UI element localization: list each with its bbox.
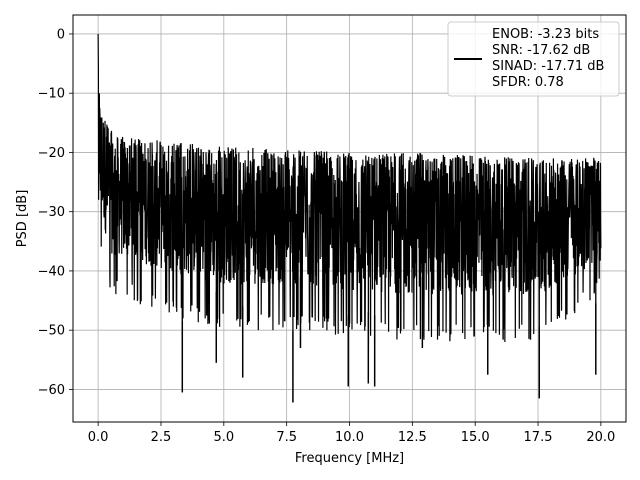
y-tick-label: −10 bbox=[38, 87, 65, 102]
x-tick-label: 7.5 bbox=[276, 430, 297, 445]
legend-line-sinad: SINAD: -17.71 dB bbox=[492, 59, 604, 74]
x-tick-label: 17.5 bbox=[524, 430, 553, 445]
y-tick-label: −40 bbox=[38, 264, 65, 279]
psd-trace bbox=[97, 33, 602, 403]
y-tick-label: 0 bbox=[57, 27, 65, 42]
y-tick-label: −30 bbox=[38, 205, 65, 220]
x-axis-label: Frequency [MHz] bbox=[295, 451, 404, 466]
y-ticks: 0 −10 −20 −30 −40 −50 −60 bbox=[38, 27, 73, 398]
y-axis-label: PSD [dB] bbox=[15, 190, 30, 248]
x-tick-label: 12.5 bbox=[398, 430, 427, 445]
x-tick-label: 10.0 bbox=[335, 430, 364, 445]
x-tick-label: 15.0 bbox=[461, 430, 490, 445]
x-ticks: 0.0 2.5 5.0 7.5 10.0 12.5 15.0 17.5 20.0 bbox=[88, 422, 615, 445]
y-tick-label: −20 bbox=[38, 146, 65, 161]
x-tick-label: 20.0 bbox=[586, 430, 615, 445]
legend-line-enob: ENOB: -3.23 bits bbox=[492, 27, 599, 42]
x-tick-label: 0.0 bbox=[88, 430, 109, 445]
x-tick-label: 2.5 bbox=[151, 430, 172, 445]
legend-line-sfdr: SFDR: 0.78 bbox=[492, 75, 564, 90]
y-tick-label: −50 bbox=[38, 324, 65, 339]
legend-box bbox=[447, 21, 620, 97]
axes-frame bbox=[72, 14, 627, 423]
psd-series-line bbox=[97, 33, 602, 403]
x-tick-label: 5.0 bbox=[213, 430, 234, 445]
legend-line-snr: SNR: -17.62 dB bbox=[492, 43, 590, 58]
legend: ENOB: -3.23 bits SNR: -17.62 dB SINAD: -… bbox=[447, 21, 620, 97]
y-tick-label: −60 bbox=[38, 383, 65, 398]
